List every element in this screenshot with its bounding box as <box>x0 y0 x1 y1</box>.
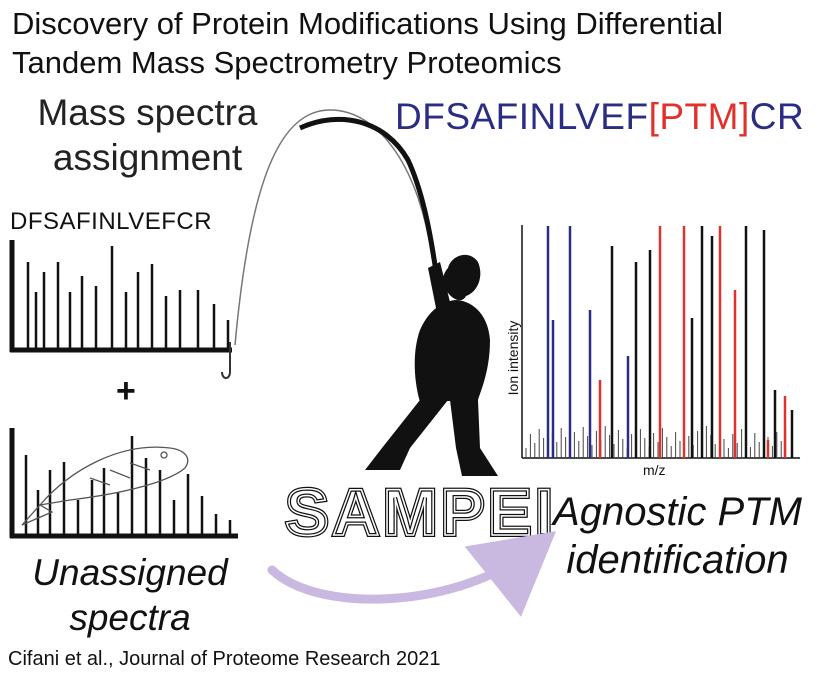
mass-spectra-line-1: Mass spectra <box>37 92 258 133</box>
annotated-peaks <box>546 226 794 458</box>
agnostic-line-2: identification <box>566 538 789 582</box>
annotated-spectrum <box>521 225 800 459</box>
unassigned-line-1: Unassigned <box>32 552 228 593</box>
assigned-spectrum <box>9 240 232 353</box>
right-leg <box>450 400 498 476</box>
fishing-rod <box>298 116 439 273</box>
modified-peptide-sequence: DFSAFINLVEF[PTM]CR <box>395 96 804 138</box>
agnostic-ptm-label: Agnostic PTM identification <box>535 488 820 584</box>
hook-icon <box>221 342 231 379</box>
plus-sign: + <box>116 372 136 410</box>
left-leg <box>365 400 448 470</box>
citation: Cifani et al., Journal of Proteome Resea… <box>8 648 441 670</box>
agnostic-line-1: Agnostic PTM <box>553 490 802 534</box>
sampei-logo-inner: SAMPEI <box>285 475 556 549</box>
unassigned-spectra-label: Unassigned spectra <box>20 550 240 640</box>
torso <box>414 300 490 402</box>
mass-spectra-assignment-label: Mass spectra assignment <box>30 90 265 180</box>
assigned-peptide-sequence: DFSAFINLVEFCR <box>10 208 213 235</box>
fisherman-silhouette <box>365 254 498 476</box>
fish-icon <box>21 446 189 526</box>
title-line-1: Discovery of Protein Modifications Using… <box>12 6 724 41</box>
unassigned-line-2: spectra <box>69 597 191 638</box>
fishing-line <box>234 109 433 346</box>
arrow-icon <box>267 531 557 617</box>
figure-title: Discovery of Protein Modifications Using… <box>12 4 723 82</box>
unassigned-peaks <box>24 436 232 536</box>
head <box>442 254 481 301</box>
unassigned-spectrum <box>9 428 238 539</box>
title-line-2: Tandem Mass Spectrometry Proteomics <box>12 45 562 80</box>
assigned-peaks <box>26 246 230 350</box>
arm <box>428 262 452 318</box>
x-axis-label: m/z <box>643 462 666 478</box>
sequence-part-2: CR <box>749 96 805 137</box>
sequence-part-1: DFSAFINLVEF <box>395 96 649 137</box>
mass-spectra-line-2: assignment <box>52 137 243 178</box>
sequence-ptm: [PTM] <box>648 96 750 137</box>
